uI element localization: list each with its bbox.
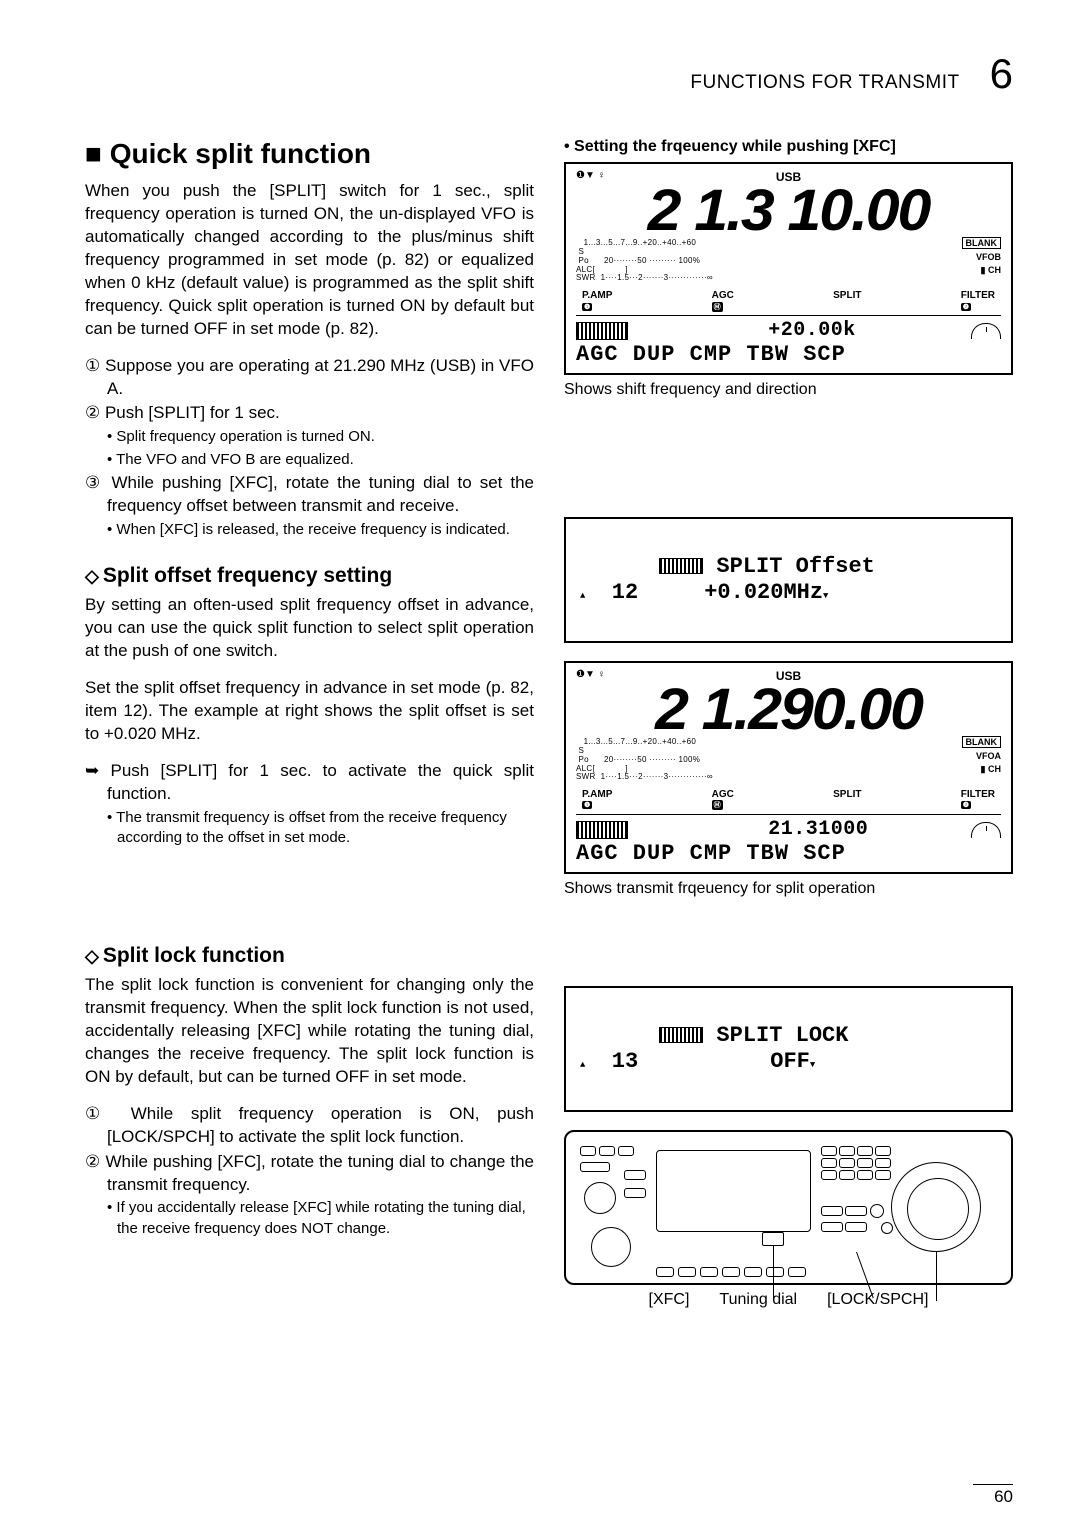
lcd-display-2: ❶▼ ♀ USB 2 1.290.00 1...3...5...7...9..+… — [564, 661, 1013, 874]
lock-step-1: ① While split frequency operation is ON,… — [85, 1103, 534, 1149]
radio-diagram — [564, 1130, 1013, 1285]
lcd2-soft-bot: AGC DUP CMP TBW SCP — [576, 841, 1001, 866]
offset-p1: By setting an often-used split frequency… — [85, 594, 534, 663]
fig1-caption: • Setting the frqeuency while pushing [X… — [564, 138, 1013, 156]
lock-line2: 13 OFF — [585, 1049, 809, 1074]
offset-line1: SPLIT Offset — [703, 554, 875, 579]
hatched-icon — [576, 322, 628, 340]
lcd2-soft-top: 21.31000 — [731, 818, 869, 841]
section-title: ■ Quick split function — [85, 138, 534, 170]
knob-icon-2 — [971, 822, 1001, 838]
offset-p2: Set the split offset frequency in advanc… — [85, 677, 534, 746]
lock-p1: The split lock function is convenient fo… — [85, 974, 534, 1089]
lock-lcd: SPLIT LOCK 13 OFF — [564, 986, 1013, 1112]
lcd1-ind0: P.AMP❶ — [582, 290, 612, 312]
offset-line2: 12 +0.020MHz — [585, 580, 823, 605]
diagram-screen — [656, 1150, 811, 1232]
running-header: FUNCTIONS FOR TRANSMIT — [690, 72, 959, 94]
chapter-number: 6 — [990, 50, 1013, 98]
knob-icon — [971, 323, 1001, 339]
lcd2-ch: ▮ CH — [981, 764, 1001, 775]
lcd1-frequency: 2 1.3 10.00 — [565, 186, 1011, 235]
step-1: ① Suppose you are operating at 21.290 MH… — [85, 355, 534, 401]
step-2b: • The VFO and VFO B are equalized. — [85, 450, 534, 470]
lcd1-vfo: VFOB — [976, 252, 1001, 262]
lock-line1: SPLIT LOCK — [703, 1023, 848, 1048]
label-xfc: [XFC] — [649, 1291, 690, 1309]
subsection-offset: ◇Split offset frequency setting — [85, 564, 534, 588]
label-lock: [LOCK/SPCH] — [827, 1291, 928, 1309]
small-knob-1 — [584, 1182, 616, 1214]
lcd2-ind3: FILTER❷ — [961, 789, 995, 811]
fig2-subcaption: Shows transmit frqeuency for split opera… — [564, 880, 1013, 898]
lcd2-frequency: 2 1.290.00 — [565, 685, 1011, 734]
step-3: ③ While pushing [XFC], rotate the tuning… — [85, 472, 534, 518]
offset-arrow: ➥ Push [SPLIT] for 1 sec. to activate th… — [85, 760, 534, 806]
small-knob-2 — [591, 1227, 631, 1267]
lock-step-2: ② While pushing [XFC], rotate the tuning… — [85, 1151, 534, 1197]
lcd1-ch: ▮ CH — [981, 265, 1001, 276]
lcd2-ind2: SPLIT — [833, 789, 861, 811]
lcd-display-1: ❶▼ ♀ USB 2 1.3 10.00 1...3...5...7...9..… — [564, 162, 1013, 375]
lcd1-scale2: S Po 20········50 ········· 100% ALC[ ] … — [576, 248, 713, 283]
subsection-lock-text: Split lock function — [103, 944, 285, 967]
subsection-lock: ◇Split lock function — [85, 944, 534, 968]
lcd1-blank: BLANK — [962, 237, 1002, 249]
lcd2-blank: BLANK — [962, 736, 1002, 748]
step-2: ② Push [SPLIT] for 1 sec. — [85, 402, 534, 425]
lcd1-soft-top: +20.00k — [743, 319, 856, 342]
lcd2-ind1: AGCⓂ — [712, 789, 734, 811]
lcd1-soft-bot: AGC DUP CMP TBW SCP — [576, 342, 1001, 367]
lcd2-ind0: P.AMP❶ — [582, 789, 612, 811]
page-number: 60 — [973, 1484, 1013, 1507]
offset-lcd: SPLIT Offset 12 +0.020MHz — [564, 517, 1013, 643]
lcd1-ind2: SPLIT — [833, 290, 861, 312]
lcd1-ind3: FILTER❷ — [961, 290, 995, 312]
subsection-offset-text: Split offset frequency setting — [103, 564, 392, 587]
tuning-dial — [891, 1162, 981, 1252]
intro-paragraph: When you push the [SPLIT] switch for 1 s… — [85, 180, 534, 341]
hatched-icon-2 — [576, 821, 628, 839]
lcd2-vfo: VFOA — [976, 751, 1001, 761]
lcd2-scale2: S Po 20········50 ········· 100% ALC[ ] … — [576, 747, 713, 782]
step-2a: • Split frequency operation is turned ON… — [85, 427, 534, 447]
label-tuning: Tuning dial — [719, 1291, 797, 1309]
offset-sub: • The transmit frequency is offset from … — [85, 808, 534, 849]
lcd1-ind1: AGCⓂ — [712, 290, 734, 312]
fig1-subcaption: Shows shift frequency and direction — [564, 381, 1013, 399]
lock-step-2a: • If you accidentally release [XFC] whil… — [85, 1198, 534, 1239]
step-3a: • When [XFC] is released, the receive fr… — [85, 520, 534, 540]
